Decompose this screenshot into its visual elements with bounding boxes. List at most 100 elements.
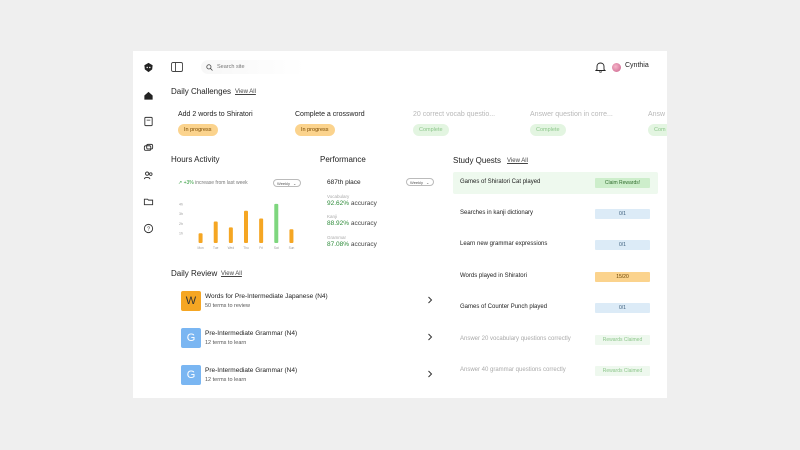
review-item[interactable]: G Pre-Intermediate Grammar (N4) 12 terms…: [171, 360, 447, 394]
chart-bar[interactable]: [213, 221, 218, 243]
x-tick-label: Wed: [228, 246, 235, 250]
chevron-right-icon: [428, 333, 433, 341]
svg-text:?: ?: [146, 226, 149, 232]
quest-item[interactable]: Searches in kanji dictionary 0/1: [453, 203, 658, 225]
x-tick-label: Mon: [197, 246, 203, 250]
review-subtitle: 12 terms to learn: [205, 377, 247, 383]
review-badge: W: [181, 291, 201, 311]
dropdown-value: Weekly: [277, 180, 291, 186]
user-name[interactable]: Cynthia: [625, 62, 649, 69]
performance-label: Vocabulary: [327, 194, 350, 199]
book-icon[interactable]: [142, 115, 154, 127]
avatar[interactable]: [612, 63, 621, 72]
performance-item: Grammar 87.08% accuracy: [327, 235, 377, 248]
quest-status: Rewards Claimed: [595, 335, 650, 345]
y-tick-label: 4h: [179, 202, 183, 206]
quest-title: Answer 40 grammar questions correctly: [460, 367, 566, 373]
daily-review-title: Daily Review: [171, 269, 218, 278]
chat-icon[interactable]: [142, 142, 154, 154]
performance-period-dropdown[interactable]: Weekly ⌄: [406, 178, 434, 186]
performance-title: Performance: [320, 155, 366, 164]
quest-title: Games of Shiratori Cat played: [460, 179, 541, 185]
review-badge: G: [181, 328, 201, 348]
challenge-card[interactable]: Answ Com: [640, 104, 667, 144]
quest-title: Games of Counter Punch played: [460, 304, 548, 310]
challenge-card[interactable]: Add 2 words to Shiratori In progress: [170, 104, 282, 144]
performance-value: 92.62% accuracy: [327, 200, 377, 207]
quest-item[interactable]: Words played in Shiratori 15/20: [453, 266, 658, 288]
daily-challenges-view-all[interactable]: View All: [235, 89, 256, 95]
x-tick-label: Thu: [243, 246, 249, 250]
quest-item[interactable]: Games of Counter Punch played 0/1: [453, 297, 658, 319]
quest-item[interactable]: Answer 20 vocabulary questions correctly…: [453, 329, 658, 351]
quest-item[interactable]: Learn new grammar expressions 0/1: [453, 234, 658, 256]
performance-label: Kanji: [327, 214, 338, 219]
trend-arrow-icon: ↗: [178, 180, 184, 186]
quest-title: Words played in Shiratori: [460, 273, 527, 279]
hours-activity-card: ↗ +3% increase from last week Weekly ⌄ 4h…: [171, 171, 309, 259]
daily-challenges-title: Daily Challenges: [171, 87, 232, 96]
performance-value: 88.92% accuracy: [327, 220, 377, 227]
review-title: Pre-Intermediate Grammar (N4): [205, 367, 298, 374]
folder-icon[interactable]: [142, 195, 154, 207]
performance-item: Kanji 88.92% accuracy: [327, 214, 377, 227]
search-icon: [206, 63, 213, 71]
performance-rank: 687th place: [327, 179, 361, 186]
chart-bar[interactable]: [198, 233, 203, 243]
daily-review-view-all[interactable]: View All: [221, 271, 242, 277]
search-bar[interactable]: [201, 60, 305, 74]
challenge-title: 20 correct vocab questio...: [413, 111, 496, 118]
challenge-title: Answer question in corre...: [530, 111, 613, 118]
trend-label: increase from last week: [195, 180, 248, 186]
study-quests-view-all[interactable]: View All: [507, 158, 528, 164]
sidebar-toggle-icon[interactable]: [171, 62, 183, 72]
users-icon[interactable]: [142, 169, 154, 181]
x-tick-label: Sat: [274, 246, 279, 250]
status-badge: Complete: [413, 124, 449, 136]
y-tick-label: 3h: [179, 212, 183, 216]
challenge-title: Answ: [648, 111, 666, 118]
search-input[interactable]: [217, 64, 277, 70]
x-tick-label: Tue: [213, 246, 219, 250]
y-tick-label: 1h: [179, 232, 183, 236]
help-icon[interactable]: ?: [142, 222, 154, 234]
quest-item[interactable]: Games of Shiratori Cat played Claim Rewa…: [453, 172, 658, 194]
performance-label: Grammar: [327, 235, 346, 240]
chart-bar[interactable]: [289, 229, 294, 243]
hours-period-dropdown[interactable]: Weekly ⌄: [273, 179, 301, 187]
performance-card: 687th place Weekly ⌄ Vocabulary 92.62% ac…: [320, 171, 442, 259]
chart-bar[interactable]: [244, 210, 248, 243]
status-badge: Com: [648, 124, 667, 136]
performance-value: 87.08% accuracy: [327, 241, 377, 248]
challenge-card[interactable]: Answer question in corre... Complete: [522, 104, 634, 144]
quest-status[interactable]: Claim Rewards!: [595, 178, 650, 188]
chart-bar[interactable]: [259, 218, 264, 243]
quest-item[interactable]: Answer 40 grammar questions correctly Re…: [453, 360, 658, 382]
hours-activity-title: Hours Activity: [171, 155, 220, 164]
review-item[interactable]: W Words for Pre-Intermediate Japanese (N…: [171, 286, 447, 320]
trend-value: +3%: [183, 180, 194, 186]
chart-bar[interactable]: [274, 203, 279, 243]
status-badge: Complete: [530, 124, 566, 136]
challenge-card[interactable]: Complete a crossword In progress: [287, 104, 399, 144]
logo-icon[interactable]: [142, 61, 154, 73]
status-badge: In progress: [178, 124, 218, 136]
dropdown-value: Weekly: [410, 179, 424, 185]
home-icon[interactable]: [142, 89, 154, 101]
chart-bar[interactable]: [228, 227, 233, 243]
quest-status: 0/1: [595, 209, 650, 219]
review-item[interactable]: G Pre-Intermediate Grammar (N4) 12 terms…: [171, 323, 447, 357]
quest-status: 0/1: [595, 303, 650, 313]
review-subtitle: 50 terms to review: [205, 303, 250, 309]
bell-icon[interactable]: [595, 61, 606, 73]
quest-status: 15/20: [595, 272, 650, 282]
x-tick-label: Fri: [259, 246, 263, 250]
chevron-down-icon: ⌄: [426, 179, 430, 185]
hours-bar-chart: 4h 3h 2h 1h Mon Tue Wed Thu Fri Sat Sun: [179, 202, 294, 250]
chevron-right-icon: [428, 370, 433, 378]
quest-title: Searches in kanji dictionary: [460, 210, 534, 216]
challenge-card[interactable]: 20 correct vocab questio... Complete: [405, 104, 517, 144]
y-tick-label: 2h: [179, 222, 183, 226]
review-subtitle: 12 terms to learn: [205, 340, 247, 346]
review-title: Words for Pre-Intermediate Japanese (N4): [205, 293, 328, 300]
